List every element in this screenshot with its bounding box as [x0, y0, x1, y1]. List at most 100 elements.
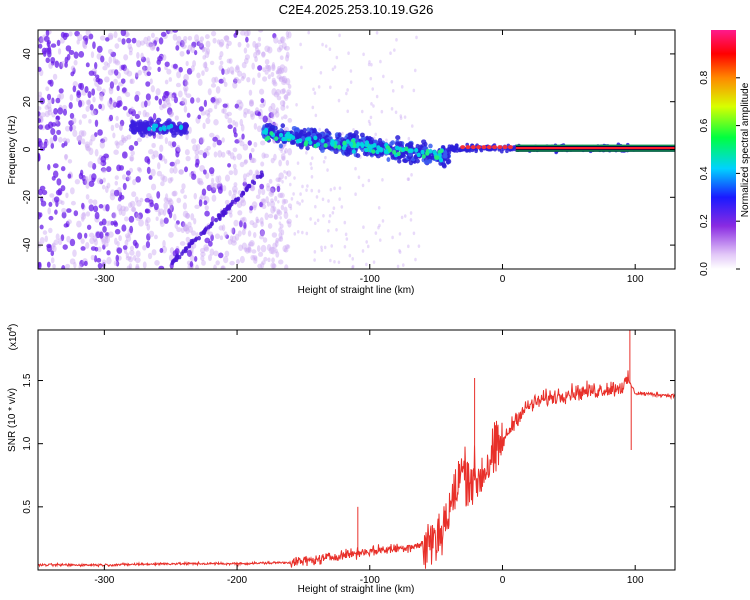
noise-dot	[230, 227, 234, 234]
noise-dot	[204, 34, 210, 40]
noise-dot	[381, 178, 384, 182]
noise-dot	[129, 78, 133, 84]
noise-dot	[327, 219, 331, 224]
noise-dot	[259, 103, 266, 108]
noise-dot	[260, 221, 264, 227]
noise-dot	[221, 108, 225, 114]
noise-dot	[146, 99, 151, 106]
noise-dot	[257, 263, 263, 269]
noise-dot	[128, 145, 135, 151]
signal-dot	[404, 146, 409, 152]
noise-dot	[268, 213, 274, 219]
noise-dot	[185, 236, 191, 243]
noise-dot	[40, 36, 45, 44]
signal-dot	[323, 143, 328, 148]
noise-dot	[274, 195, 278, 202]
noise-dot	[184, 81, 189, 86]
noise-dot	[39, 236, 45, 244]
noise-dot	[101, 88, 106, 94]
noise-dot	[259, 217, 264, 225]
noise-dot	[245, 247, 252, 253]
signal-dot	[425, 151, 430, 156]
noise-dot	[50, 250, 55, 257]
noise-dot	[84, 37, 88, 45]
noise-dot	[77, 140, 82, 145]
noise-dot	[256, 125, 262, 133]
noise-dot	[321, 42, 324, 47]
noise-dot	[200, 255, 205, 262]
noise-dot	[121, 87, 127, 93]
noise-dot	[183, 105, 188, 113]
noise-dot	[331, 67, 335, 72]
noise-dot	[391, 89, 395, 93]
noise-dot	[115, 260, 120, 267]
noise-dot	[50, 43, 57, 48]
noise-dot	[369, 76, 373, 81]
noise-dot	[54, 60, 60, 68]
noise-dot	[309, 217, 312, 221]
noise-dot	[293, 176, 296, 180]
noise-dot	[97, 129, 103, 136]
noise-dot	[183, 35, 188, 41]
noise-dot	[62, 108, 68, 116]
noise-dot	[49, 193, 55, 198]
noise-dot	[299, 42, 302, 47]
noise-dot	[61, 211, 67, 219]
noise-dot	[227, 117, 233, 124]
noise-dot	[279, 100, 286, 107]
noise-dot	[149, 202, 155, 208]
noise-dot	[131, 206, 136, 213]
noise-dot	[55, 233, 60, 241]
noise-dot	[97, 246, 102, 253]
noise-dot	[377, 225, 380, 230]
noise-dot	[93, 205, 99, 213]
noise-dot	[158, 208, 164, 216]
noise-dot	[250, 113, 255, 120]
signal-dot	[330, 142, 335, 147]
noise-dot	[261, 152, 266, 159]
noise-dot	[248, 169, 253, 176]
noise-dot	[310, 156, 314, 160]
noise-dot	[196, 143, 201, 151]
noise-dot	[40, 196, 44, 203]
signal-dot	[305, 145, 310, 151]
streak-dot	[214, 217, 218, 223]
noise-dot	[337, 260, 341, 265]
noise-dot	[124, 233, 131, 239]
signal-dot	[149, 130, 154, 136]
noise-dot	[181, 44, 187, 49]
noise-dot	[173, 213, 177, 221]
noise-dot	[250, 254, 255, 261]
noise-dot	[41, 189, 48, 196]
noise-dot	[69, 124, 73, 132]
noise-dot	[135, 265, 140, 269]
noise-dot	[300, 65, 303, 70]
noise-dot	[121, 209, 126, 217]
noise-dot	[190, 65, 195, 72]
noise-dot	[247, 140, 252, 146]
noise-dot	[194, 149, 200, 156]
noise-dot	[110, 189, 116, 197]
noise-dot	[285, 78, 291, 86]
signal-dot	[400, 151, 406, 157]
noise-dot	[347, 51, 350, 55]
noise-dot	[283, 170, 286, 174]
noise-dot	[258, 88, 265, 95]
noise-dot	[114, 123, 120, 129]
noise-dot	[276, 70, 279, 75]
noise-dot	[223, 256, 229, 264]
noise-dot	[126, 37, 132, 44]
noise-dot	[139, 40, 145, 46]
noise-dot	[45, 57, 51, 64]
signal-dot	[312, 128, 317, 134]
signal-dot	[345, 139, 350, 144]
noise-dot	[224, 68, 230, 75]
y-tick-label: 20	[22, 96, 33, 108]
noise-dot	[231, 185, 238, 193]
noise-dot	[84, 85, 89, 93]
noise-dot	[108, 114, 114, 122]
signal-dot	[306, 131, 312, 137]
noise-dot	[181, 183, 186, 190]
noise-dot	[345, 237, 349, 241]
noise-dot	[399, 116, 403, 120]
